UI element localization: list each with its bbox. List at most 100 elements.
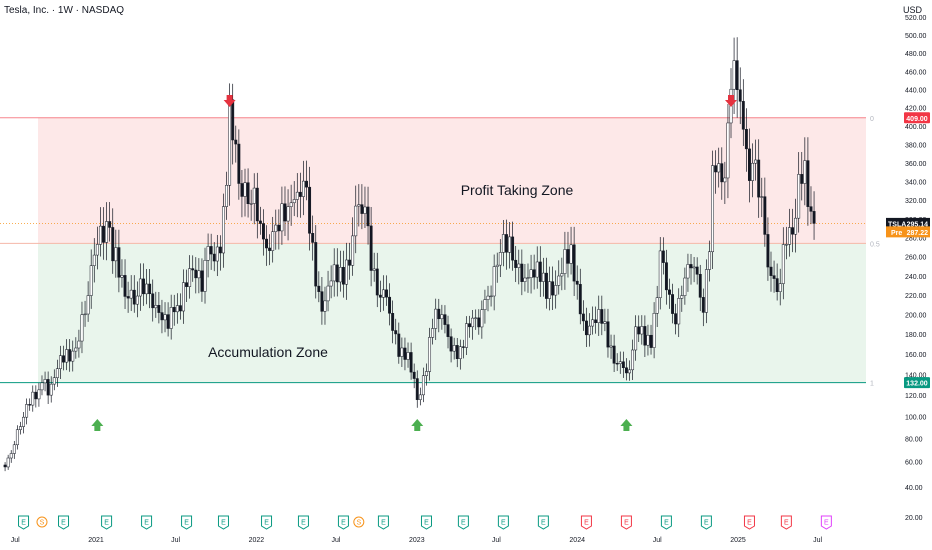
candle bbox=[120, 259, 124, 288]
price-tick-label: 400.00 bbox=[905, 124, 927, 131]
candle bbox=[757, 139, 761, 218]
candle bbox=[188, 255, 192, 299]
price-tick-label: 380.00 bbox=[905, 142, 927, 149]
earnings-event-marker: E bbox=[297, 515, 309, 530]
earnings-event-marker: E bbox=[580, 515, 592, 530]
candle bbox=[791, 208, 794, 253]
candle bbox=[388, 283, 392, 326]
candle bbox=[3, 462, 7, 472]
event-label: E bbox=[144, 520, 149, 527]
event-label: E bbox=[704, 520, 709, 527]
candle bbox=[77, 329, 81, 358]
event-label: E bbox=[664, 520, 669, 527]
candle bbox=[381, 275, 385, 311]
event-label: E bbox=[501, 520, 506, 527]
candle bbox=[215, 234, 219, 277]
candle bbox=[557, 260, 561, 295]
candle bbox=[597, 295, 601, 336]
candle bbox=[738, 67, 742, 125]
price-axis[interactable]: 20.00 40.00 60.00 80.00 100.00 120.00 140.00 16… bbox=[886, 0, 930, 550]
candle bbox=[265, 225, 268, 266]
price-tick-label: 60.00 bbox=[905, 460, 923, 467]
price-tick-label: 460.00 bbox=[905, 69, 927, 76]
event-label: E bbox=[584, 520, 589, 527]
candle bbox=[277, 209, 281, 250]
candle bbox=[197, 258, 201, 294]
candle bbox=[440, 304, 444, 330]
earnings-event-marker: E bbox=[101, 515, 113, 530]
price-tick-label: 220.00 bbox=[905, 293, 927, 300]
candle bbox=[803, 137, 807, 206]
candle bbox=[584, 307, 588, 348]
candle bbox=[268, 234, 272, 266]
candle bbox=[581, 300, 585, 331]
candle bbox=[320, 277, 324, 325]
candle bbox=[781, 227, 785, 300]
event-label: E bbox=[381, 520, 386, 527]
candle bbox=[329, 265, 333, 299]
time-tick-label: Jul bbox=[653, 537, 662, 544]
candle bbox=[483, 289, 487, 324]
candle bbox=[102, 207, 105, 260]
candle bbox=[637, 315, 641, 342]
candle bbox=[609, 334, 613, 359]
event-label: E bbox=[341, 520, 346, 527]
candle bbox=[222, 193, 225, 268]
candle bbox=[538, 246, 542, 297]
candle bbox=[348, 242, 352, 280]
candle bbox=[514, 245, 518, 283]
price-tick-label: 200.00 bbox=[905, 313, 927, 320]
candle bbox=[178, 293, 182, 320]
candle bbox=[465, 316, 468, 355]
candle bbox=[787, 208, 791, 257]
candle bbox=[806, 137, 810, 226]
candle bbox=[812, 191, 816, 240]
candle bbox=[714, 150, 718, 194]
candle bbox=[517, 249, 521, 285]
candle bbox=[400, 337, 404, 367]
candle bbox=[741, 79, 745, 146]
profit-zone-label: Profit Taking Zone bbox=[461, 182, 574, 198]
event-label: E bbox=[624, 520, 629, 527]
candle bbox=[394, 318, 398, 345]
candle bbox=[194, 257, 198, 294]
candle bbox=[123, 259, 127, 309]
candle bbox=[541, 257, 545, 297]
time-axis[interactable]: Jul 2021 Jul 2022 Jul 2023 Jul 2024 Jul 2025 Jul bbox=[11, 537, 823, 544]
time-tick-label: Jul bbox=[11, 537, 20, 544]
candle bbox=[363, 186, 367, 229]
candle bbox=[6, 454, 10, 470]
candle bbox=[65, 339, 69, 371]
candle bbox=[243, 168, 247, 217]
candle bbox=[668, 278, 671, 309]
candle bbox=[175, 293, 179, 324]
candle bbox=[809, 186, 813, 225]
time-tick-label: Jul bbox=[492, 537, 501, 544]
candle bbox=[532, 254, 536, 290]
candle bbox=[474, 309, 478, 330]
event-label: E bbox=[784, 520, 789, 527]
candle bbox=[566, 231, 570, 278]
currency-label: USD bbox=[902, 5, 922, 15]
candle bbox=[437, 298, 441, 333]
candle bbox=[434, 298, 438, 341]
candle bbox=[701, 288, 705, 327]
candle bbox=[535, 246, 539, 289]
time-tick-label: Jul bbox=[171, 537, 180, 544]
candle bbox=[212, 242, 216, 272]
earnings-event-marker: E bbox=[337, 515, 349, 530]
candle bbox=[695, 257, 699, 285]
candle bbox=[723, 161, 727, 204]
price-tag-pre: Pre 287.22 bbox=[886, 226, 930, 238]
earnings-event-marker: E bbox=[820, 515, 832, 530]
candle bbox=[391, 300, 395, 344]
last-price-value: 295.14 bbox=[907, 221, 929, 228]
event-label: E bbox=[541, 520, 546, 527]
candle bbox=[317, 271, 321, 303]
candle bbox=[283, 186, 287, 236]
symbol-label: TSLA bbox=[888, 221, 906, 228]
earnings-event-marker: E bbox=[780, 515, 792, 530]
candle bbox=[704, 259, 708, 324]
earnings-event-marker: E bbox=[457, 515, 469, 530]
